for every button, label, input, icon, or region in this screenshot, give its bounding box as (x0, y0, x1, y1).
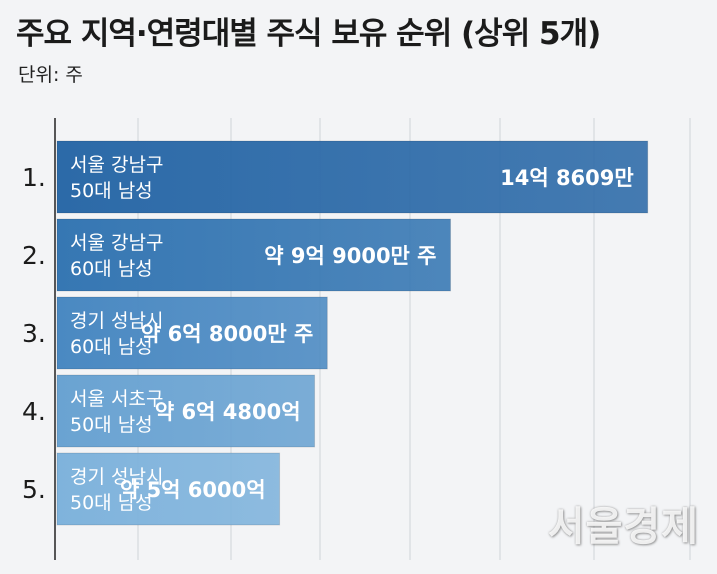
bar-value-label: 약 5억 6000억 (120, 478, 266, 502)
bar-value-label: 14억 8609만 (500, 166, 634, 190)
bar (56, 140, 649, 214)
bar-age-label: 50대 남성 (70, 492, 153, 514)
bar-age-label: 60대 남성 (70, 336, 153, 358)
rank-label: 4. (22, 397, 46, 426)
bar-value-label: 약 9억 9000만 주 (264, 244, 436, 268)
rank-label: 5. (22, 475, 46, 504)
unit-label: 단위: 주 (18, 64, 83, 86)
bar-age-label: 50대 남성 (70, 180, 153, 202)
chart-title: 주요 지역·연령대별 주식 보유 순위 (상위 5개) (16, 16, 601, 52)
publisher-watermark: 서울경제 (547, 504, 699, 550)
bar-region-label: 경기 성남시 (70, 466, 163, 488)
bar-value-label: 약 6억 8000만 주 (141, 322, 313, 346)
bar (56, 218, 452, 292)
bar-age-label: 60대 남성 (70, 258, 153, 280)
bar-region-label: 경기 성남시 (70, 310, 163, 332)
bar-region-label: 서울 서초구 (70, 388, 163, 410)
bar (56, 296, 328, 370)
bar-value-label: 약 6억 4800억 (155, 400, 301, 424)
bar (56, 374, 316, 448)
rank-label: 1. (22, 163, 46, 192)
bar-age-label: 50대 남성 (70, 414, 153, 436)
bar (56, 452, 281, 526)
rank-label: 3. (22, 319, 46, 348)
bar-region-label: 서울 강남구 (70, 232, 163, 254)
bar-region-label: 서울 강남구 (70, 154, 163, 176)
rank-label: 2. (22, 241, 46, 270)
